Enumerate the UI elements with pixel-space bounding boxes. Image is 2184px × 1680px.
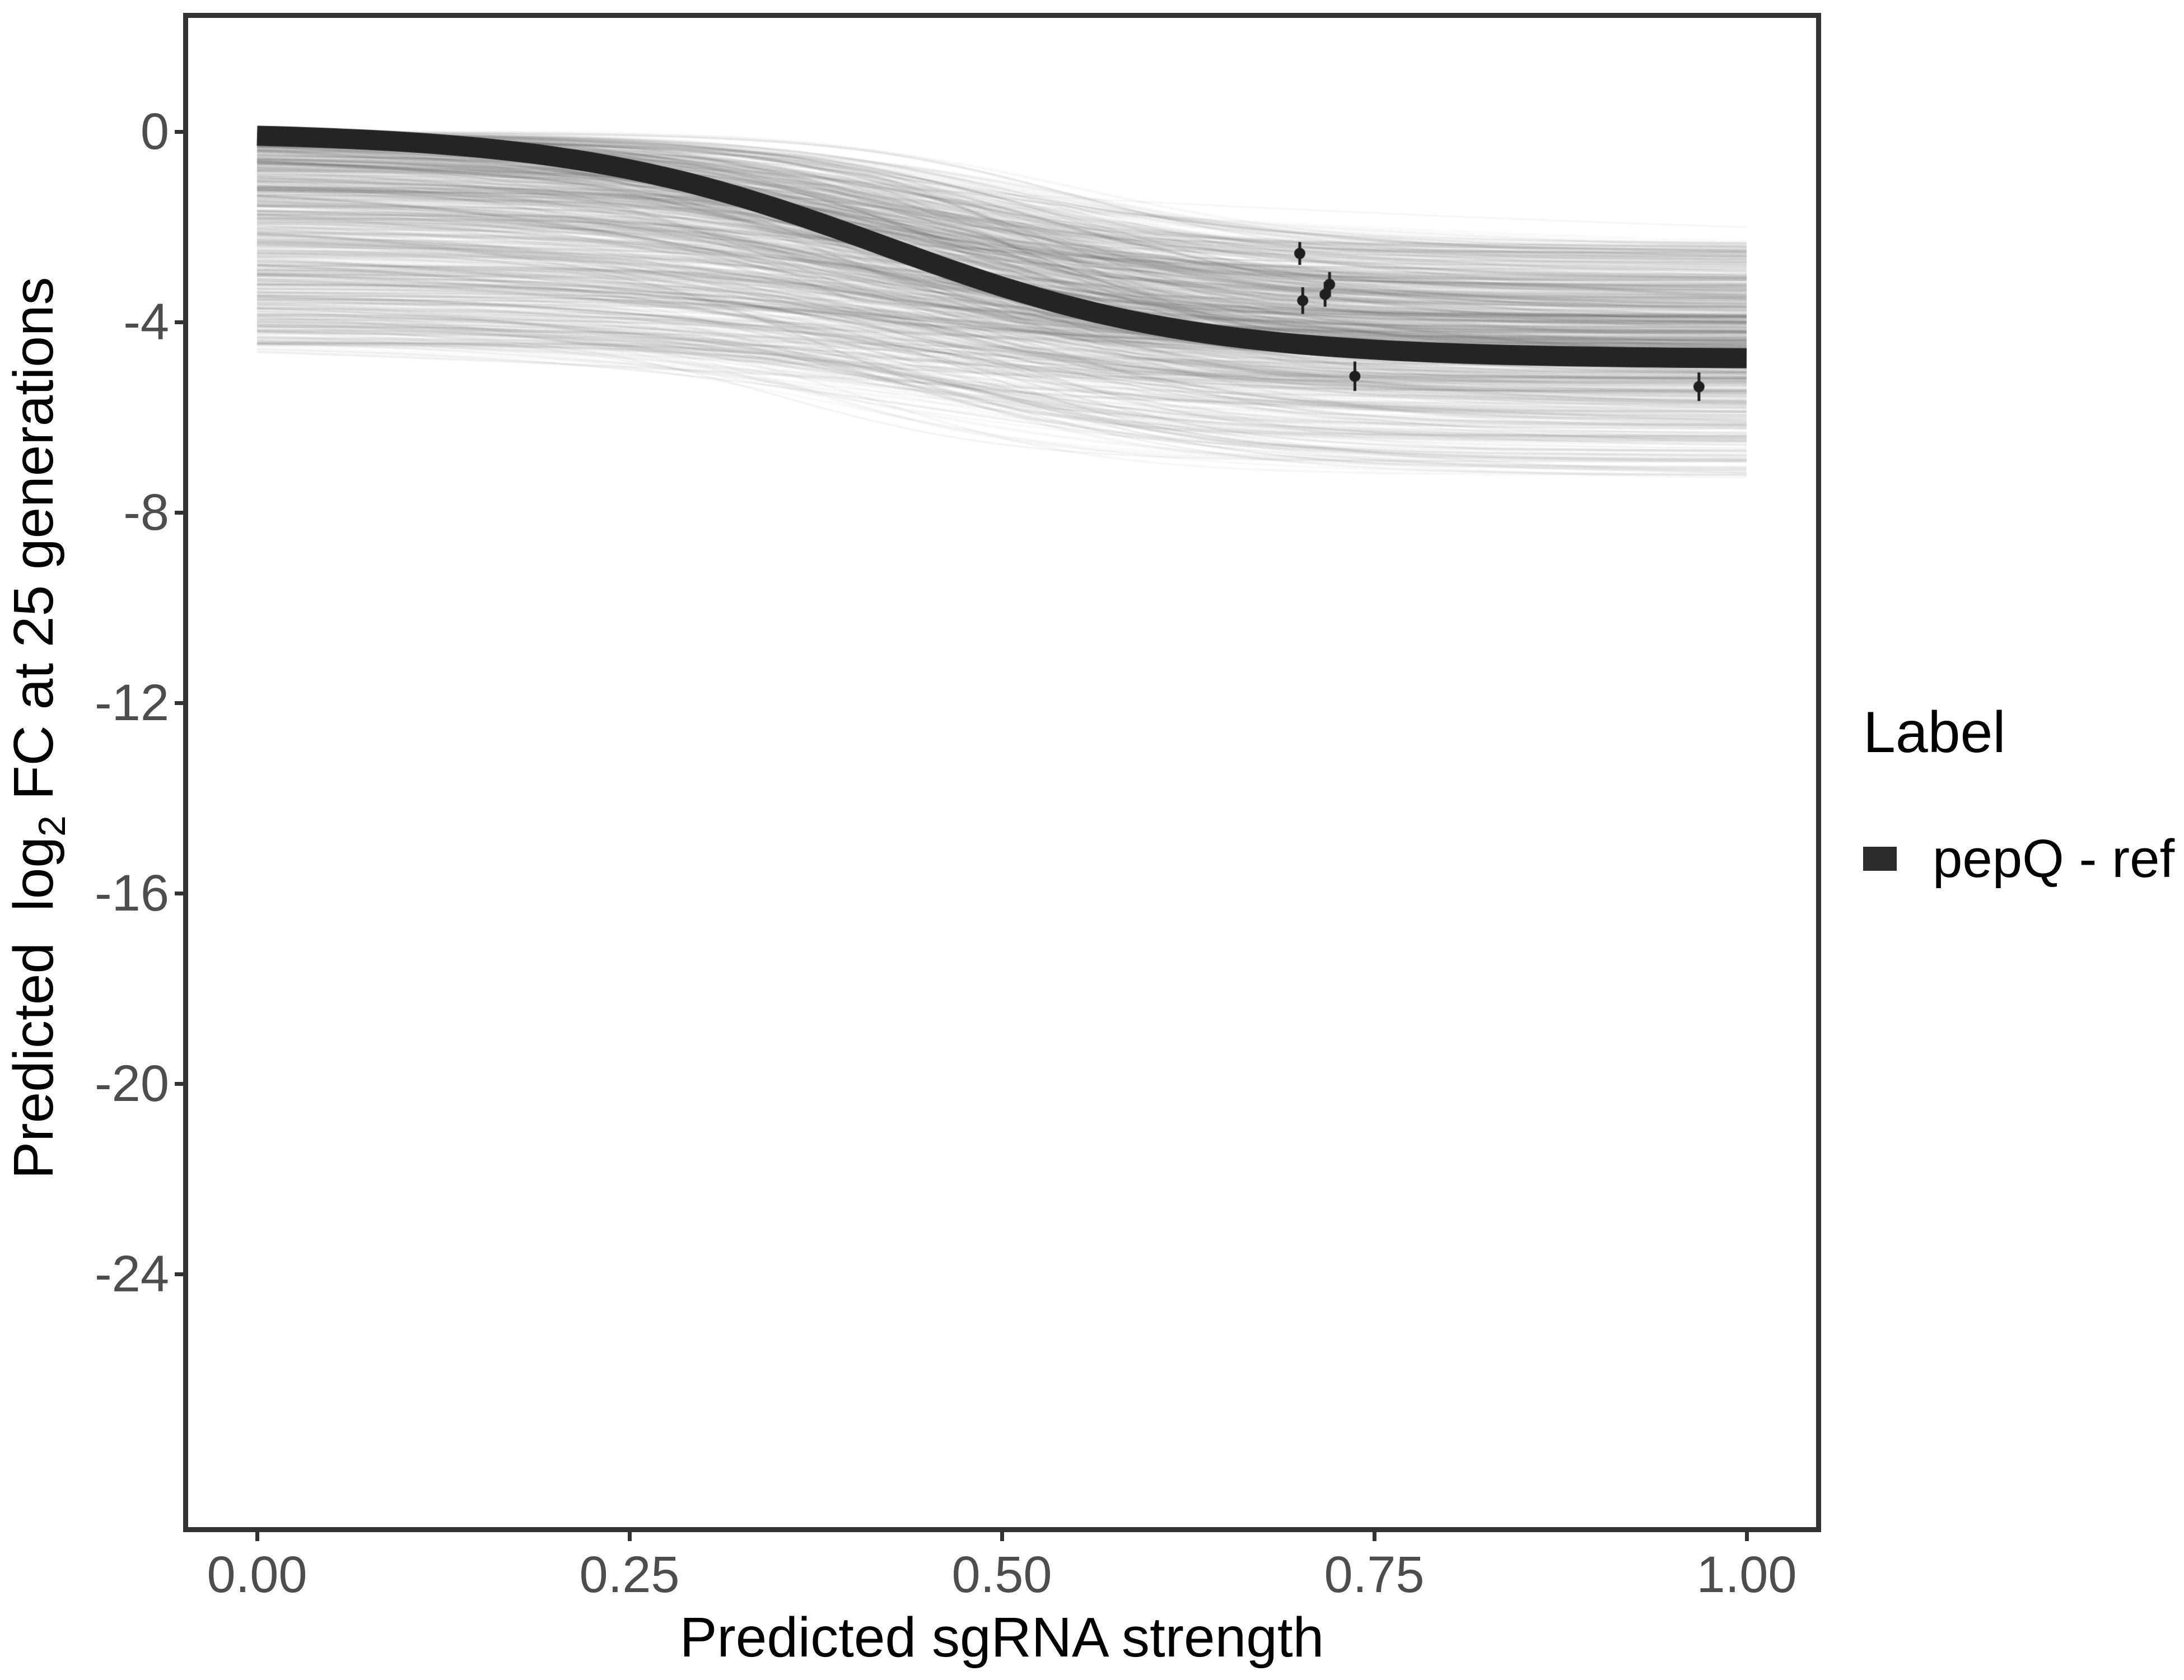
- x-tick-label: 0.00: [207, 1546, 307, 1603]
- y-tick-label: -16: [95, 865, 169, 922]
- legend-title: Label: [1863, 700, 2006, 765]
- y-tick-label: -20: [95, 1055, 169, 1112]
- y-tick-mark: [175, 892, 183, 895]
- legend-entry-label: pepQ - ref: [1933, 829, 2175, 889]
- x-tick-label: 0.25: [579, 1546, 680, 1603]
- y-tick-mark: [175, 701, 183, 705]
- plot-panel-border: [183, 13, 1821, 1532]
- y-tick-mark: [175, 1082, 183, 1086]
- y-tick-label: -24: [95, 1245, 169, 1303]
- x-tick-label: 1.00: [1696, 1546, 1797, 1603]
- legend: Label pepQ - ref: [1863, 700, 2174, 886]
- x-tick-mark: [1373, 1532, 1376, 1541]
- y-tick-mark: [175, 130, 183, 134]
- y-axis-title-subscript: 2: [31, 815, 73, 837]
- x-tick-mark: [1000, 1532, 1004, 1541]
- y-tick-label: -8: [123, 484, 169, 541]
- y-tick-mark: [175, 320, 183, 324]
- x-tick-mark: [628, 1532, 632, 1541]
- x-tick-mark: [1745, 1532, 1749, 1541]
- y-tick-label: -4: [123, 293, 169, 351]
- y-axis-title-prefix: Predicted log: [2, 837, 65, 1179]
- y-tick-label: -12: [95, 674, 169, 731]
- x-axis-title: Predicted sgRNA strength: [679, 1606, 1324, 1669]
- legend-key-swatch: [1863, 847, 1897, 871]
- y-tick-mark: [175, 1272, 183, 1276]
- y-tick-label: 0: [140, 103, 169, 160]
- y-axis-title-suffix: FC at 25 generations: [2, 277, 65, 816]
- x-tick-label: 0.75: [1324, 1546, 1425, 1603]
- x-tick-mark: [255, 1532, 259, 1541]
- y-tick-mark: [175, 511, 183, 515]
- y-axis-title: Predicted log2 FC at 25 generations: [2, 112, 73, 1344]
- x-tick-label: 0.50: [951, 1546, 1052, 1603]
